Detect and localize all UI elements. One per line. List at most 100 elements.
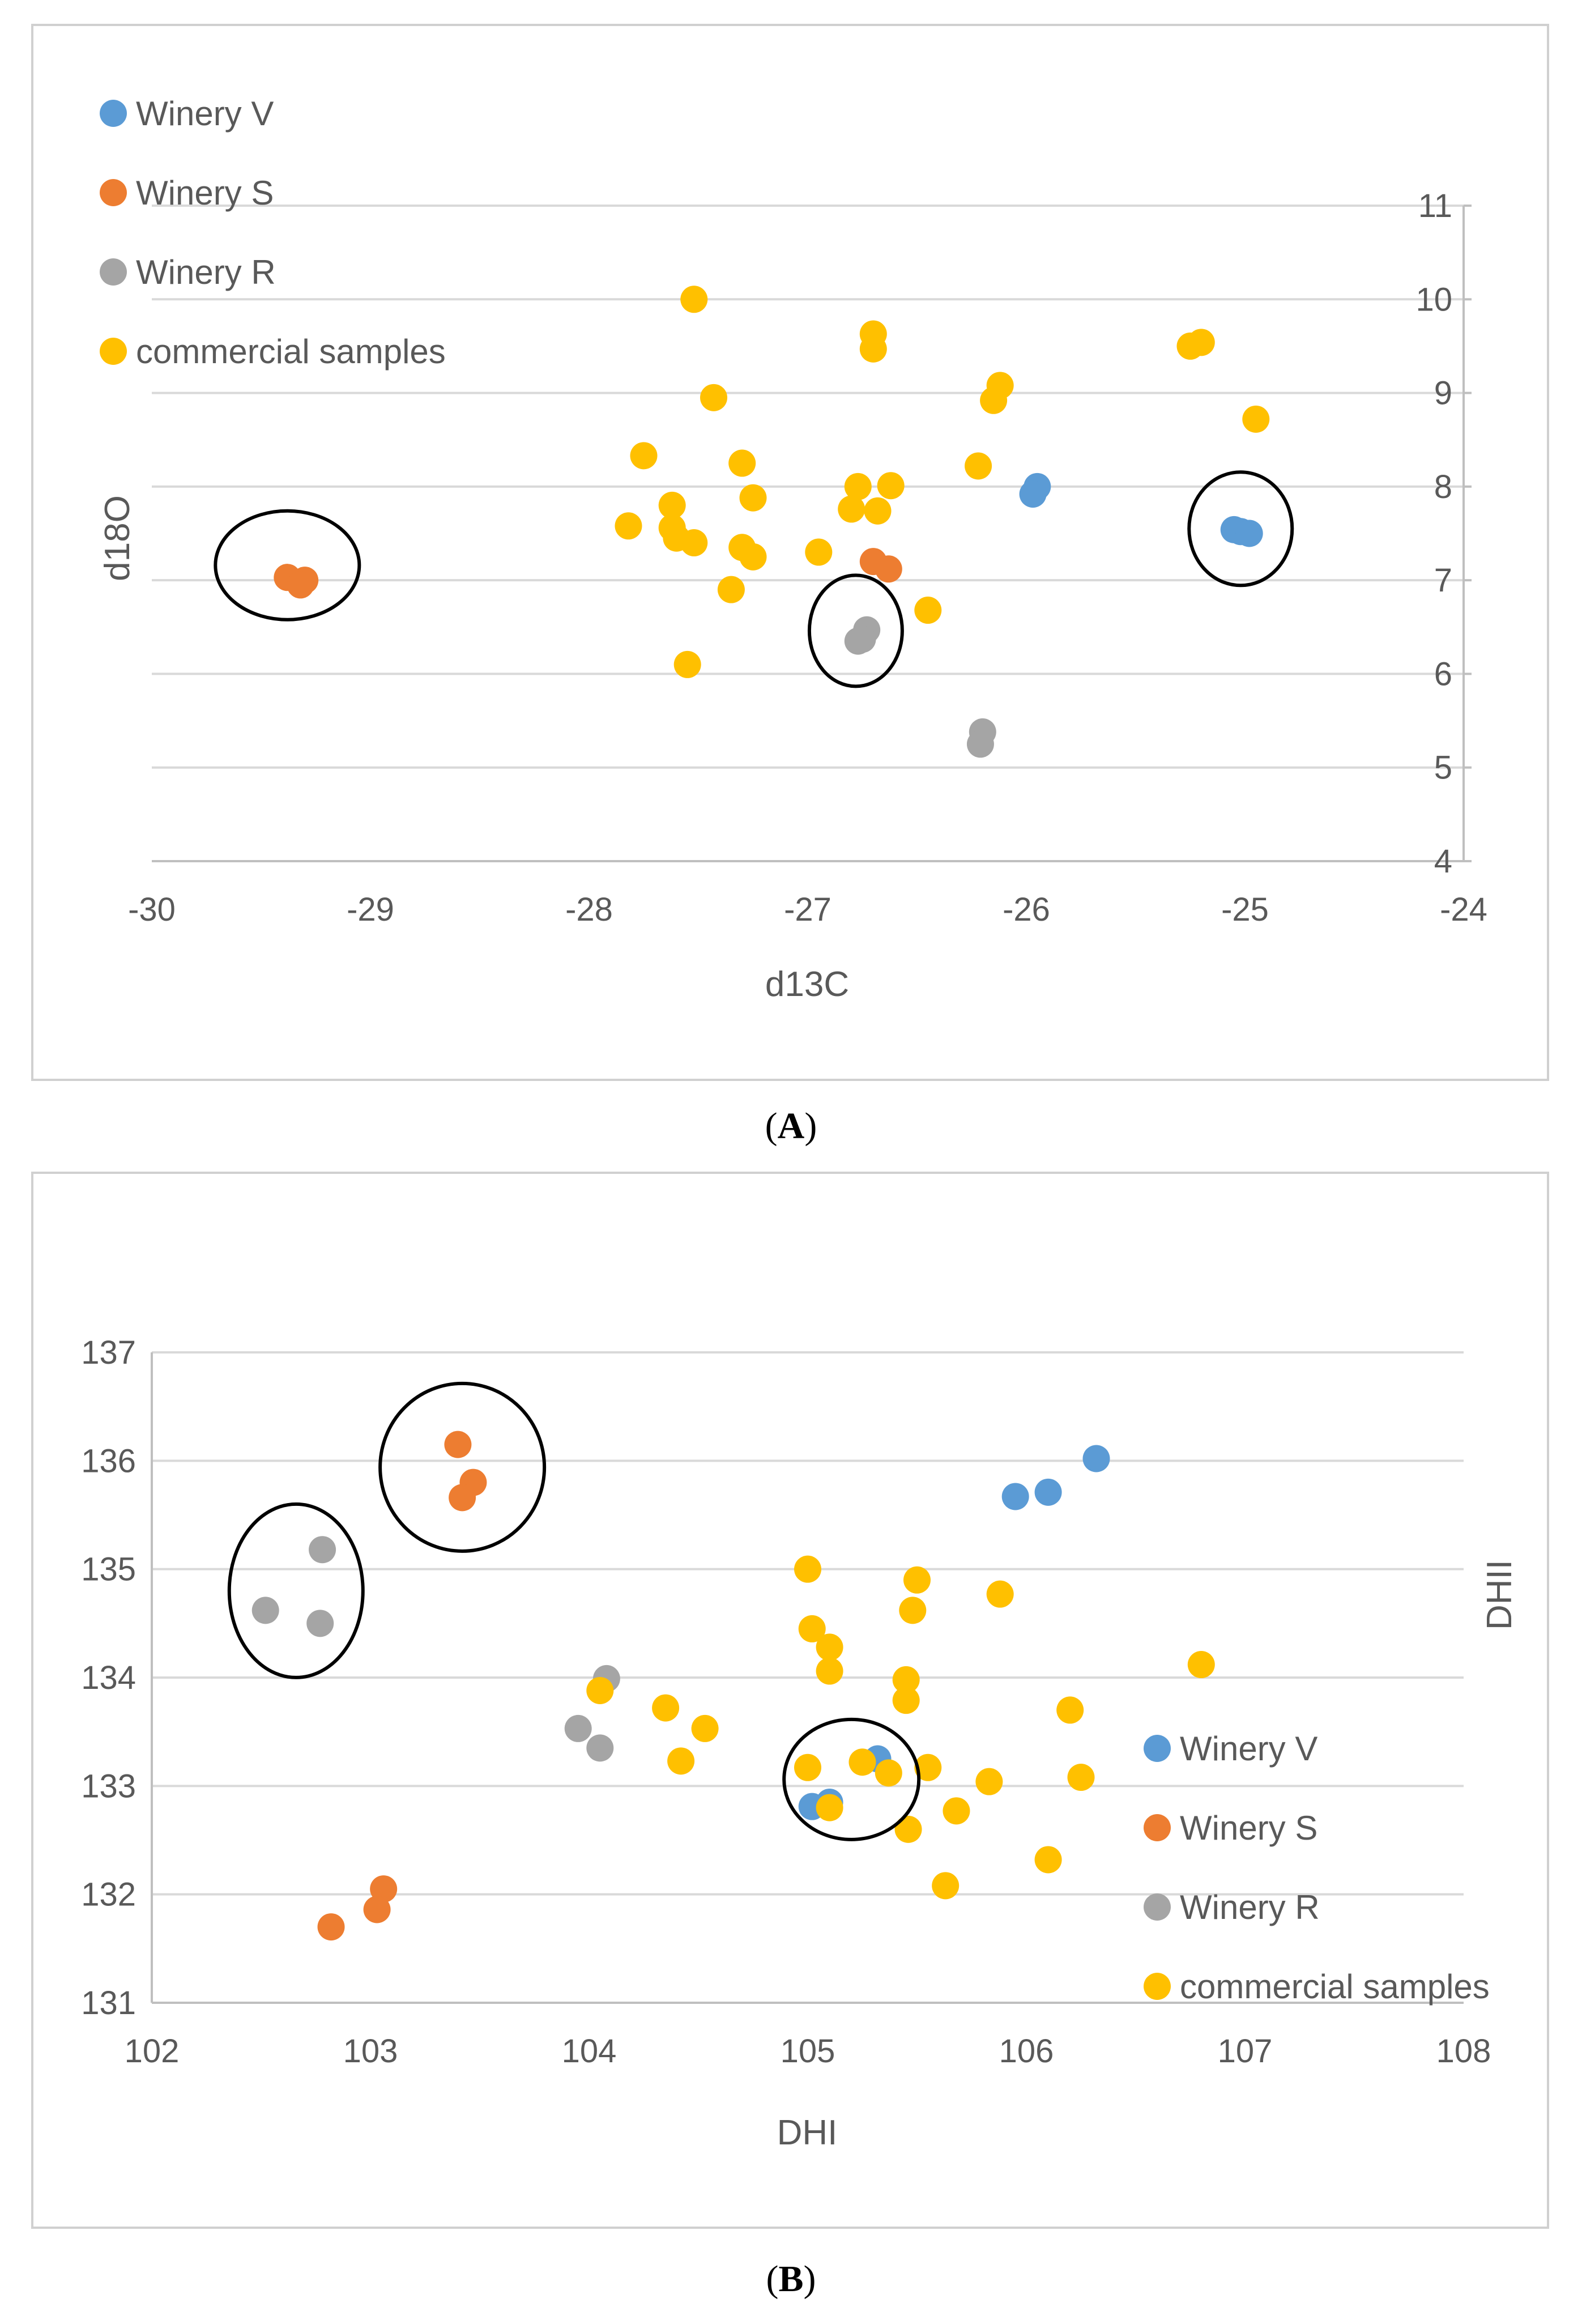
point-winery-r-2 (848, 625, 876, 653)
panel-b-frame (31, 1172, 1549, 2229)
annotation-ellipse-winery-r-cluster (807, 573, 904, 688)
x-tick-label--24: -24 (1440, 891, 1487, 928)
point-commercial-samples-25 (932, 1872, 960, 1900)
x-tick-label-105: 105 (781, 2033, 835, 2070)
point-commercial-samples-2 (986, 1580, 1014, 1608)
point-winery-v-0 (1082, 1445, 1110, 1472)
point-commercial-samples-0 (794, 1555, 821, 1583)
point-commercial-samples-11 (844, 473, 872, 500)
point-commercial-samples-24 (1034, 1846, 1062, 1874)
y-tick-label-136: 136 (81, 1442, 136, 1479)
point-commercial-samples-21 (816, 1794, 843, 1821)
point-commercial-samples-24 (805, 538, 833, 566)
y-tick-label-133: 133 (81, 1768, 136, 1804)
point-commercial-samples-16 (838, 495, 865, 523)
y-tick-label-4: 4 (1434, 843, 1452, 880)
point-commercial-samples-15 (794, 1753, 821, 1781)
legend-label-winery-r: Winery R (1180, 1888, 1320, 1926)
point-commercial-samples-11 (691, 1714, 719, 1742)
point-commercial-samples-2 (859, 335, 887, 363)
point-winery-s-5 (317, 1913, 345, 1941)
y-tick-label-5: 5 (1434, 750, 1452, 786)
x-tick-label-107: 107 (1218, 2033, 1273, 2070)
point-commercial-samples-0 (680, 286, 708, 313)
y-tick-label-134: 134 (81, 1659, 136, 1696)
annotation-ellipse-winery-r-cluster (227, 1502, 365, 1679)
panel-b-caption: (B) (766, 2258, 816, 2300)
x-tick-label-108: 108 (1436, 2033, 1491, 2070)
panel-a-frame (31, 24, 1549, 1081)
point-commercial-samples-7 (586, 1676, 614, 1704)
legend-label-commercial-samples: commercial samples (136, 333, 446, 371)
chart-b-points (251, 1431, 1215, 1941)
point-commercial-samples-23 (894, 1815, 922, 1843)
point-commercial-samples-21 (680, 529, 708, 557)
x-tick-label--28: -28 (565, 891, 613, 928)
point-commercial-samples-9 (1187, 1651, 1215, 1679)
chart-a-gridlines (152, 205, 1464, 769)
point-commercial-samples-10 (728, 449, 756, 477)
point-commercial-samples-18 (615, 512, 642, 540)
point-winery-s-0 (444, 1431, 472, 1458)
point-commercial-samples-17 (864, 497, 892, 525)
point-commercial-samples-12 (892, 1687, 920, 1714)
x-tick-label-104: 104 (562, 2033, 617, 2070)
point-commercial-samples-17 (875, 1759, 902, 1787)
legend-marker-commercial-samples (100, 338, 127, 365)
legend-marker-winery-r (100, 258, 127, 286)
point-commercial-samples-10 (652, 1694, 680, 1722)
point-commercial-samples-3 (798, 1615, 826, 1642)
point-winery-s-2 (287, 571, 314, 599)
legend-label-winery-s: Winery S (1180, 1809, 1317, 1847)
point-commercial-samples-3 (700, 384, 728, 411)
point-winery-v-4 (1235, 520, 1263, 547)
point-winery-r-1 (251, 1597, 279, 1624)
point-commercial-samples-14 (667, 1747, 695, 1775)
x-tick-label--29: -29 (347, 891, 394, 928)
point-commercial-samples-20 (1067, 1764, 1095, 1791)
point-commercial-samples-5 (980, 386, 1008, 414)
point-winery-v-1 (1034, 1478, 1062, 1506)
point-commercial-samples-27 (673, 650, 701, 678)
point-commercial-samples-25 (717, 576, 745, 603)
point-commercial-samples-7 (1187, 329, 1215, 356)
point-commercial-samples-13 (1056, 1696, 1084, 1724)
point-winery-s-4 (363, 1896, 391, 1923)
y-tick-label-10: 10 (1415, 281, 1452, 318)
point-winery-r-2 (306, 1610, 334, 1637)
chart-a-x-axis-title: d13C (765, 965, 849, 1004)
point-winery-v-1 (1019, 480, 1047, 508)
chart-b: 131 132 133 134 135 136 137 102 103 104 105 106 107 1… (81, 1334, 1519, 2152)
y-tick-label-137: 137 (81, 1334, 136, 1371)
chart-a-y-axis-title: d18O (98, 495, 137, 581)
legend-label-winery-v: Winery V (1180, 1730, 1317, 1768)
point-commercial-samples-19 (975, 1768, 1003, 1795)
point-commercial-samples-1 (903, 1566, 931, 1594)
point-commercial-samples-12 (877, 472, 905, 500)
y-tick-label-8: 8 (1434, 469, 1452, 505)
point-commercial-samples-16 (848, 1748, 876, 1776)
legend-marker-winery-s (1144, 1814, 1171, 1841)
point-commercial-samples-13 (739, 484, 767, 512)
point-commercial-samples-15 (658, 491, 686, 519)
chart-b-annotations (227, 1381, 921, 1841)
x-tick-label--30: -30 (128, 891, 176, 928)
legend-marker-winery-s (100, 179, 127, 206)
point-winery-s-4 (875, 555, 902, 583)
legend-marker-winery-v (100, 100, 127, 127)
point-commercial-samples-26 (914, 597, 942, 624)
point-winery-r-4 (564, 1714, 592, 1742)
annotation-ellipse-winery-v-cluster (1187, 470, 1294, 588)
legend-marker-winery-v (1144, 1735, 1171, 1762)
x-tick-label-103: 103 (343, 2033, 398, 2070)
point-commercial-samples-14 (965, 452, 992, 480)
y-tick-label-11: 11 (1418, 188, 1452, 224)
x-tick-label-102: 102 (125, 2033, 180, 2070)
chart-b-axes (151, 1352, 1464, 2004)
chart-a: 4 5 6 7 8 9 10 11 -30 -29 -28 -27 -26 -25 -24 d13C d18… (98, 95, 1487, 1004)
legend-label-commercial-samples: commercial samples (1180, 1968, 1490, 2006)
point-commercial-samples-23 (739, 543, 767, 571)
point-commercial-samples-4 (899, 1597, 927, 1624)
legend-label-winery-r: Winery R (136, 253, 276, 291)
point-winery-s-2 (449, 1484, 476, 1512)
